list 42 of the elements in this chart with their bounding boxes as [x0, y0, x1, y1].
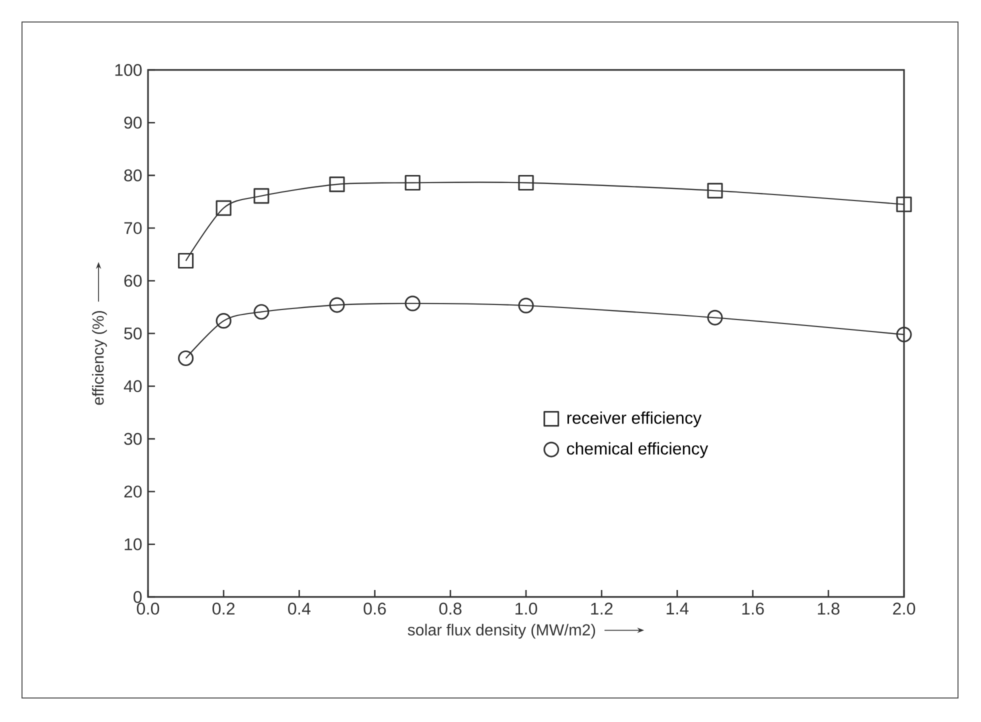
x-tick-label: 2.0 — [893, 602, 916, 615]
point — [707, 310, 723, 326]
x-axis-title: solar flux density (MW/m2) — [408, 624, 596, 639]
y-tick-label: 90 — [124, 116, 142, 129]
legend-label: receiver efficiency — [567, 411, 702, 428]
y-tick-label: 100 — [115, 64, 142, 76]
point — [404, 174, 420, 191]
point — [178, 350, 194, 366]
point — [329, 297, 345, 313]
point — [216, 313, 232, 329]
point — [254, 304, 270, 320]
y-tick-label: 50 — [124, 327, 142, 340]
x-tick-label: 1.2 — [591, 602, 613, 614]
x-tick-label: 1.0 — [516, 602, 538, 615]
y-tick-label: 80 — [124, 169, 142, 182]
point — [518, 174, 534, 191]
point — [707, 182, 723, 198]
legend-label: chemical efficiency — [567, 442, 708, 458]
y-tick-label: 20 — [124, 486, 142, 498]
point — [896, 196, 912, 212]
x-tick-label: 0.4 — [288, 602, 310, 615]
x-tick-label: 0.2 — [212, 602, 235, 615]
y-tick-label: 0 — [134, 590, 142, 603]
point — [254, 188, 270, 204]
point — [216, 200, 232, 216]
point — [329, 176, 345, 192]
y-tick-label: 30 — [124, 432, 142, 445]
y-tick-label: 70 — [124, 222, 142, 234]
point — [178, 252, 194, 269]
point — [896, 326, 912, 342]
x-tick-label: 1.4 — [666, 602, 688, 614]
x-tick-label: 0.8 — [439, 602, 462, 615]
x-tick-label: 0.0 — [136, 602, 160, 615]
x-tick-label: 1.6 — [742, 602, 764, 615]
y-tick-label: 60 — [124, 274, 142, 287]
point — [404, 296, 420, 312]
x-tick-label: 0.6 — [364, 602, 386, 615]
y-axis-title: efficiency (%) — [92, 311, 107, 405]
point — [518, 298, 534, 314]
x-tick-label: 1.8 — [818, 602, 840, 615]
y-tick-label: 40 — [124, 380, 142, 392]
y-tick-label: 10 — [124, 538, 142, 550]
